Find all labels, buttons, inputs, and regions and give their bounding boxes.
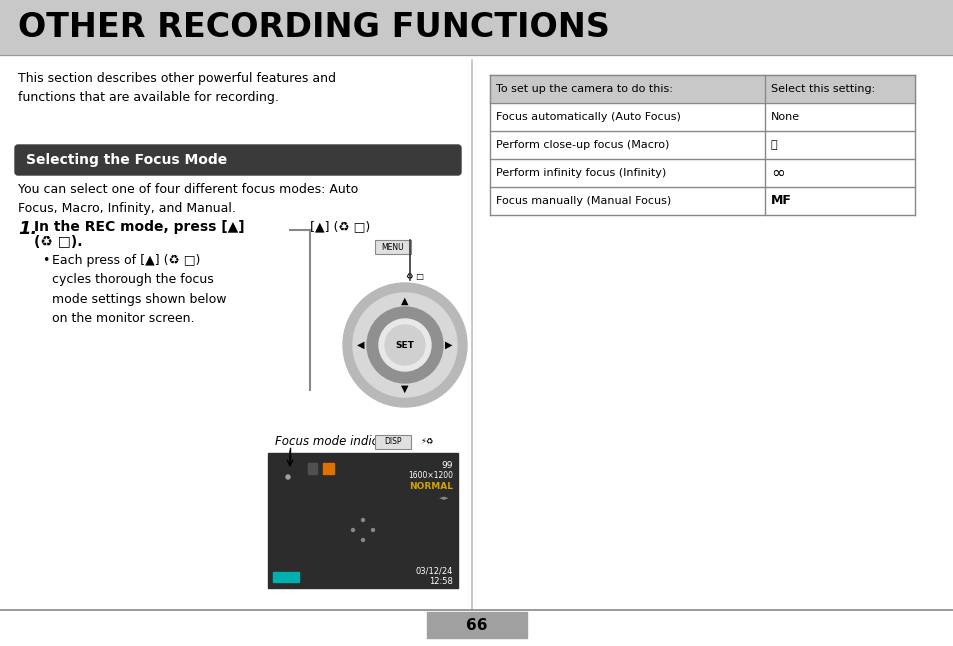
Bar <box>490 131 914 159</box>
Text: SET: SET <box>395 342 414 351</box>
Text: ▲: ▲ <box>401 296 408 306</box>
Text: DISP: DISP <box>384 437 401 446</box>
Text: Focus automatically (Auto Focus): Focus automatically (Auto Focus) <box>496 112 680 122</box>
Text: Each press of [▲] (♻ □)
cycles thorough the focus
mode settings shown below
on t: Each press of [▲] (♻ □) cycles thorough … <box>52 254 226 326</box>
Text: None: None <box>770 112 800 122</box>
Text: ◀: ◀ <box>356 340 364 350</box>
Bar <box>375 435 411 449</box>
Circle shape <box>286 475 290 479</box>
Circle shape <box>378 319 431 371</box>
Text: ▼: ▼ <box>401 384 408 394</box>
Text: Focus manually (Manual Focus): Focus manually (Manual Focus) <box>496 196 671 206</box>
Text: 1.: 1. <box>18 220 37 238</box>
Text: OTHER RECORDING FUNCTIONS: OTHER RECORDING FUNCTIONS <box>18 11 609 44</box>
Circle shape <box>351 528 355 532</box>
Text: NORMAL: NORMAL <box>409 482 453 491</box>
Text: 66: 66 <box>466 618 487 632</box>
Text: Focus mode indicator: Focus mode indicator <box>274 435 402 448</box>
Text: 99: 99 <box>441 461 453 470</box>
Circle shape <box>353 293 456 397</box>
Circle shape <box>367 307 442 383</box>
Circle shape <box>361 539 364 541</box>
Text: ◄►: ◄► <box>438 495 450 501</box>
Text: 03/12/24: 03/12/24 <box>416 566 453 575</box>
Text: •: • <box>42 254 50 267</box>
Circle shape <box>385 325 424 365</box>
Bar <box>490 159 914 187</box>
Text: Perform infinity focus (Infinity): Perform infinity focus (Infinity) <box>496 168 665 178</box>
Text: Selecting the Focus Mode: Selecting the Focus Mode <box>26 153 227 167</box>
Text: ▶: ▶ <box>445 340 453 350</box>
Circle shape <box>361 519 364 521</box>
Text: 1600×1200: 1600×1200 <box>408 471 453 480</box>
Text: ⚡♻: ⚡♻ <box>420 437 434 446</box>
Text: ∞: ∞ <box>770 164 784 182</box>
Text: 12:58: 12:58 <box>429 577 453 586</box>
Bar <box>0 0 953 55</box>
Circle shape <box>371 528 375 532</box>
Text: To set up the camera to do this:: To set up the camera to do this: <box>496 84 672 94</box>
Bar <box>273 572 298 582</box>
Bar <box>490 187 914 215</box>
Text: ♻ □: ♻ □ <box>406 273 423 282</box>
Text: 🌷: 🌷 <box>770 140 777 150</box>
Bar <box>308 463 316 474</box>
Bar <box>375 240 411 254</box>
Text: (♻ □).: (♻ □). <box>34 235 82 249</box>
Text: You can select one of four different focus modes: Auto
Focus, Macro, Infinity, a: You can select one of four different foc… <box>18 183 358 215</box>
Text: Select this setting:: Select this setting: <box>770 84 874 94</box>
Bar <box>323 463 334 474</box>
FancyBboxPatch shape <box>15 145 460 175</box>
Text: [▲] (♻ □): [▲] (♻ □) <box>310 220 370 233</box>
Text: Perform close-up focus (Macro): Perform close-up focus (Macro) <box>496 140 669 150</box>
Text: This section describes other powerful features and
functions that are available : This section describes other powerful fe… <box>18 72 335 104</box>
Text: In the REC mode, press [▲]: In the REC mode, press [▲] <box>34 220 244 234</box>
Bar <box>490 103 914 131</box>
Circle shape <box>343 283 467 407</box>
Bar <box>490 75 914 103</box>
Bar <box>427 612 526 638</box>
Bar <box>268 453 457 588</box>
Text: MF: MF <box>770 194 791 207</box>
Text: MENU: MENU <box>381 242 404 251</box>
